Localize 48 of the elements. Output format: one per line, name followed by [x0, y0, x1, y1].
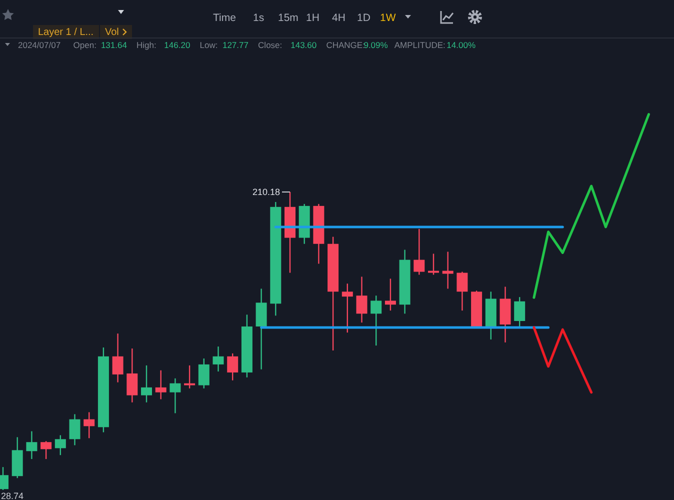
candlestick: [414, 228, 425, 276]
candlestick: [198, 358, 210, 389]
candlestick: [84, 412, 95, 439]
text: Time: [213, 12, 236, 24]
text: 143.60: [290, 40, 317, 50]
candlestick: [256, 288, 267, 370]
candlestick: [227, 352, 238, 381]
candlestick: [54, 434, 66, 456]
candlestick: [141, 364, 152, 403]
text: 2024/07/07: [18, 40, 61, 50]
text: 146.20: [164, 40, 190, 50]
text: 9.09%: [364, 40, 388, 50]
candlestick: [69, 414, 80, 446]
candlestick: [456, 271, 468, 312]
candlestick: [26, 430, 38, 460]
text: Low:: [200, 40, 218, 50]
text: 1H: [306, 12, 320, 24]
text: 127.77: [222, 40, 249, 50]
candlestick: [384, 278, 396, 312]
text: 131.64: [100, 40, 128, 50]
candlestick: [40, 440, 52, 460]
candlestick: [370, 295, 382, 346]
text: AMPLITUDE:: [394, 40, 446, 50]
text: CHANGE:: [326, 40, 365, 50]
text: High:: [136, 40, 156, 50]
candlestick: [428, 253, 439, 276]
candlestick: [112, 332, 124, 383]
candlestick: [514, 296, 526, 328]
candlestick: [442, 251, 454, 290]
text: 15m: [278, 12, 299, 24]
candlestick: [184, 364, 196, 389]
candlestick: [155, 370, 166, 400]
text: Close:: [258, 40, 282, 50]
candlestick: [212, 346, 224, 372]
text: Layer 1 / L...: [38, 27, 94, 38]
text: 28.74: [1, 491, 24, 500]
text: 14.00%: [446, 40, 476, 50]
text: 1s: [253, 12, 264, 24]
text: Vol: [105, 27, 119, 38]
candlestick: [342, 283, 353, 334]
text: 1W: [380, 12, 396, 24]
annotation: 210.18: [252, 187, 280, 197]
candlestick: [170, 378, 181, 414]
candlestick: [126, 348, 138, 403]
text: 1D: [357, 12, 371, 24]
text: 4H: [332, 12, 346, 24]
candlestick: [356, 276, 368, 324]
text: Open:: [73, 40, 96, 50]
